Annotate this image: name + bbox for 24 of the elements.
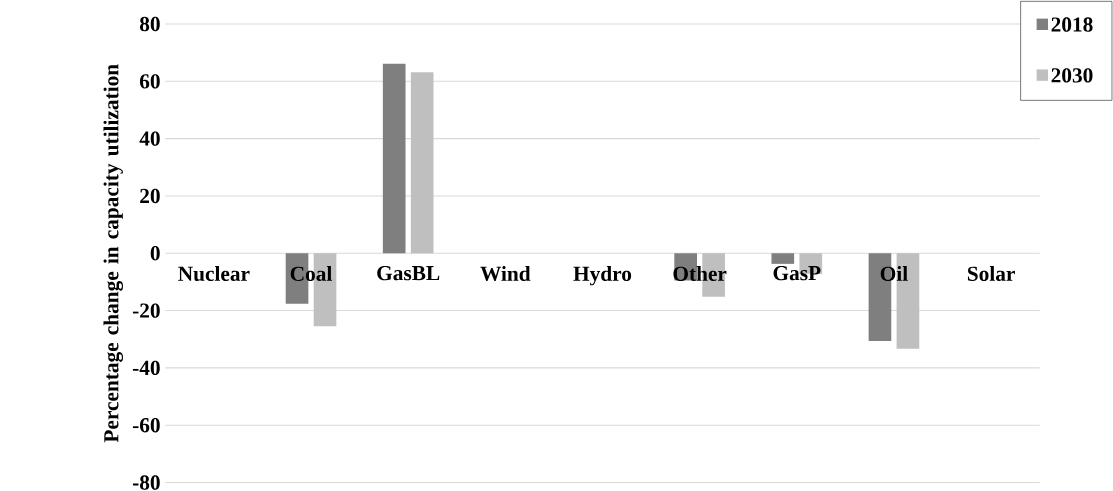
y-axis-title: Percentage change in capacity utilization	[103, 64, 123, 443]
y-tick-label: 40	[139, 131, 160, 147]
x-tick-label: Solar	[967, 266, 1015, 282]
y-tick-label: -20	[132, 303, 160, 319]
x-tick-label: Nuclear	[178, 266, 250, 282]
legend-label: 2030	[1051, 68, 1093, 83]
y-tick-label: -80	[132, 475, 160, 490]
x-tick-label: Coal	[290, 266, 332, 282]
y-tick-label: 0	[150, 246, 160, 261]
legend-label: 2018	[1051, 17, 1093, 32]
y-tick-label: 20	[140, 188, 160, 204]
x-tick-label: GasBL	[377, 266, 440, 281]
y-tick-label: -60	[132, 418, 160, 433]
x-tick-label: GasP	[773, 266, 821, 281]
x-tick-label: Hydro	[573, 266, 632, 286]
bar	[410, 72, 434, 254]
x-tick-label: Wind	[480, 266, 531, 282]
x-tick-label: Oil	[880, 266, 908, 282]
y-tick-label: 80	[139, 17, 160, 32]
bar	[771, 253, 795, 265]
y-tick-label: -40	[132, 360, 160, 376]
y-tick-label: 60	[139, 74, 160, 89]
x-tick-label: Other	[673, 266, 727, 282]
bar	[382, 64, 406, 254]
